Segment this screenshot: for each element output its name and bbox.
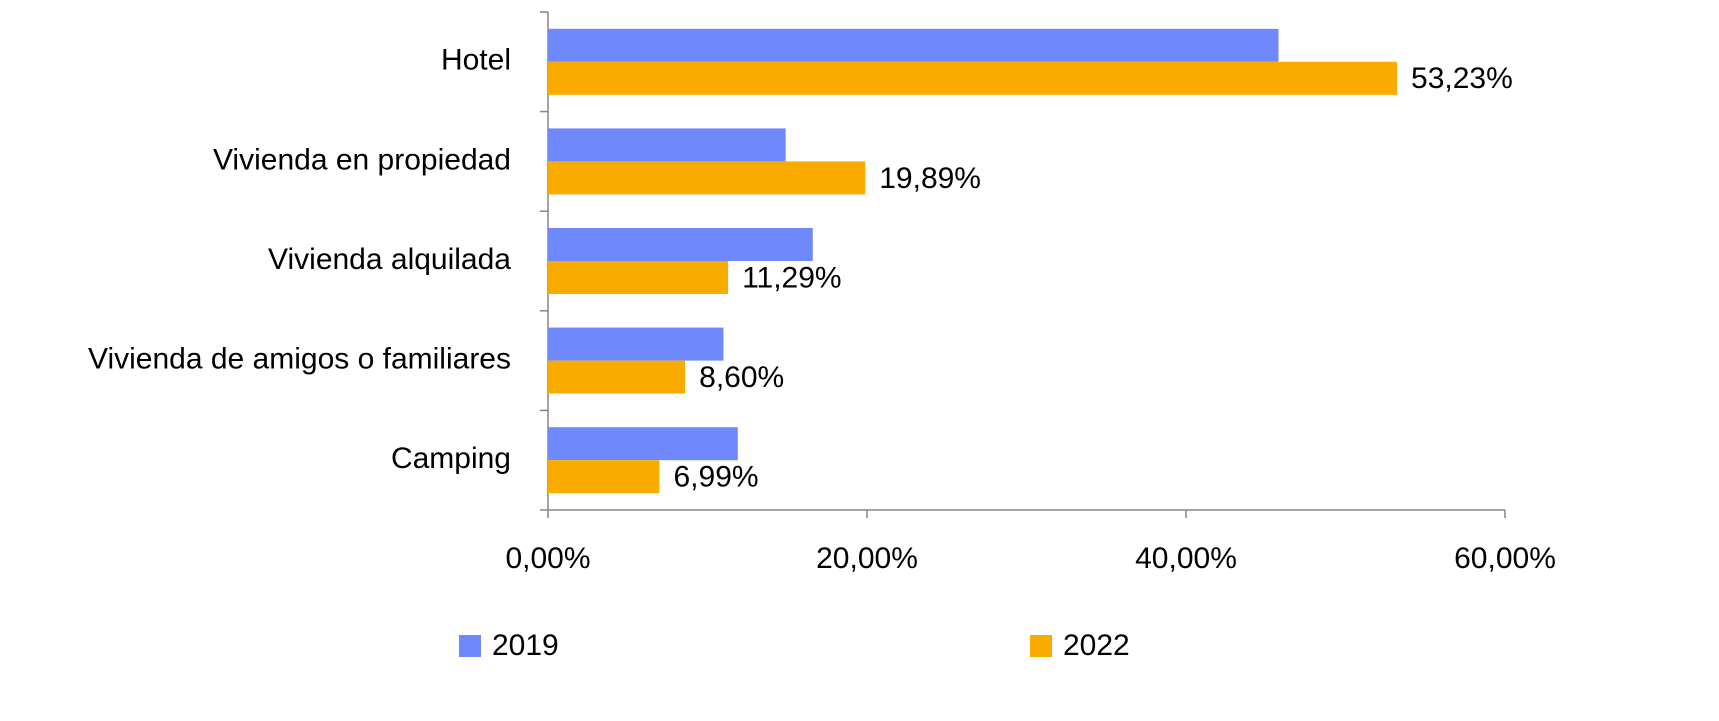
data-label: 6,99% [673, 461, 758, 494]
bar [548, 228, 813, 261]
category-label: Vivienda de amigos o familiares [88, 343, 511, 376]
data-label: 53,23% [1411, 62, 1513, 95]
bar [548, 327, 724, 361]
bar [548, 128, 786, 162]
category-label: Vivienda en propiedad [213, 143, 511, 176]
legend-swatch [459, 635, 481, 657]
x-tick-label: 0,00% [505, 542, 590, 575]
legend-label: 2022 [1063, 629, 1130, 662]
bar [548, 28, 1279, 62]
bar [548, 460, 660, 494]
bar [548, 427, 738, 461]
x-tick-label: 60,00% [1454, 542, 1556, 575]
x-tick-label: 20,00% [816, 542, 918, 575]
bar [548, 261, 729, 294]
category-label: Vivienda alquilada [268, 243, 511, 276]
bar [548, 360, 686, 394]
legend-swatch [1030, 635, 1052, 657]
category-label: Camping [391, 442, 511, 475]
data-label: 19,89% [879, 162, 981, 195]
x-tick-label: 40,00% [1135, 542, 1237, 575]
legend-label: 2019 [492, 629, 559, 662]
bar [548, 161, 866, 195]
data-label: 8,60% [699, 361, 784, 394]
data-label: 11,29% [742, 261, 842, 294]
category-label: Hotel [441, 44, 511, 77]
bar [548, 61, 1398, 95]
